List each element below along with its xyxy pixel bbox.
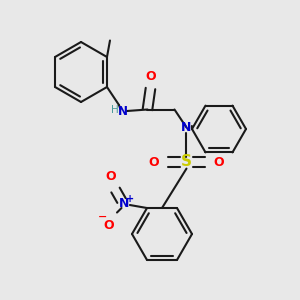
Text: O: O: [103, 219, 114, 232]
Text: O: O: [214, 155, 224, 169]
Text: O: O: [106, 169, 116, 182]
Text: N: N: [119, 197, 130, 210]
Text: O: O: [146, 70, 156, 83]
Text: N: N: [118, 105, 128, 119]
Text: N: N: [181, 121, 192, 134]
Text: O: O: [149, 155, 160, 169]
Text: H: H: [111, 105, 119, 116]
Text: +: +: [126, 194, 135, 204]
Text: S: S: [181, 154, 192, 169]
Text: −: −: [98, 212, 107, 222]
